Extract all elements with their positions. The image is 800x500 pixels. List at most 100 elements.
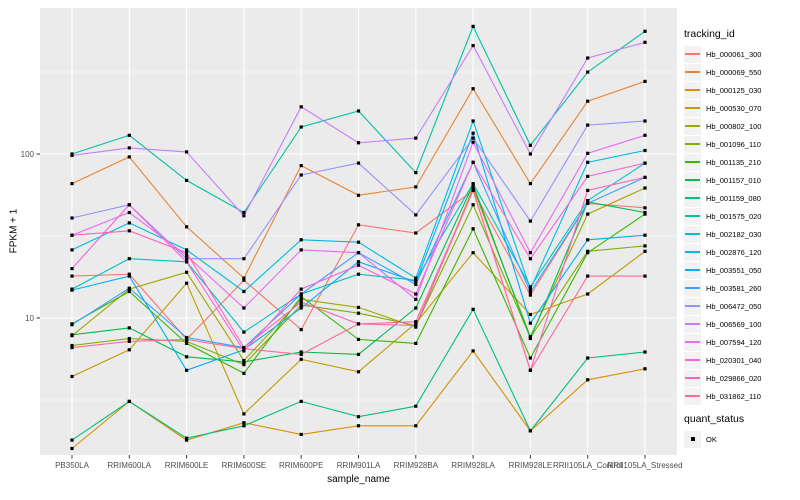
legend-key	[684, 171, 701, 189]
data-point	[414, 231, 418, 235]
data-point	[127, 286, 131, 290]
data-point	[528, 336, 532, 341]
legend-key	[684, 351, 701, 369]
data-point	[299, 105, 303, 109]
x-tick-label: RRIM901LA	[337, 461, 381, 470]
data-point	[414, 306, 418, 310]
data-point	[185, 355, 189, 359]
legend-item: Hb_001575_020	[684, 207, 798, 225]
data-point	[643, 161, 647, 165]
legend-item: Hb_000061_300	[684, 45, 798, 63]
legend-swatch-line	[685, 107, 700, 109]
data-point	[299, 357, 303, 361]
data-point	[242, 360, 246, 364]
data-point	[356, 337, 361, 341]
legend-key	[684, 261, 701, 279]
data-point	[127, 229, 131, 233]
data-point	[185, 260, 189, 264]
legend-item-label: Hb_000530_070	[706, 103, 762, 113]
legend-item-label: Hb_003551_050	[706, 265, 762, 275]
data-point	[127, 272, 131, 276]
legend-swatch-line	[685, 251, 700, 253]
data-point	[471, 119, 475, 123]
data-point	[70, 343, 74, 348]
legend-item-label: Hb_007594_120	[706, 337, 762, 347]
legend-status-item: OK	[684, 430, 798, 448]
data-point	[185, 337, 189, 341]
data-point	[528, 219, 532, 223]
data-point	[471, 349, 475, 353]
legend-item-label: Hb_000061_300	[706, 49, 762, 59]
data-point	[643, 249, 647, 253]
data-point	[356, 109, 361, 113]
data-point	[356, 415, 361, 419]
legend-item: Hb_000530_070	[684, 99, 798, 117]
legend-item: Hb_003551_050	[684, 261, 798, 279]
data-point	[242, 412, 246, 416]
data-point	[127, 146, 131, 150]
legend-swatch-line	[685, 233, 700, 235]
legend-item: Hb_006569_100	[684, 315, 798, 333]
legend-item-label: Hb_029866_020	[706, 373, 762, 383]
legend-item: Hb_020301_040	[684, 351, 798, 369]
data-point	[185, 281, 189, 285]
data-point	[528, 356, 532, 360]
square-marker-icon	[690, 437, 695, 441]
data-point	[528, 293, 532, 297]
data-point	[242, 347, 246, 351]
data-point	[356, 424, 361, 428]
legend-item-label: Hb_000802_100	[706, 121, 762, 131]
data-point	[643, 350, 647, 354]
data-point	[70, 248, 74, 252]
legend-title-tracking-id: tracking_id	[684, 28, 735, 40]
data-point	[471, 140, 475, 144]
data-point	[242, 421, 246, 425]
legend-swatch-line	[685, 305, 700, 307]
legend-item: Hb_000125_030	[684, 81, 798, 99]
data-point	[356, 272, 361, 276]
legend-swatch-line	[685, 179, 700, 181]
data-point	[70, 438, 74, 442]
data-point	[471, 188, 475, 192]
data-point	[586, 238, 590, 242]
data-point	[586, 292, 590, 296]
data-point	[356, 193, 361, 197]
data-point	[356, 260, 361, 264]
data-point	[643, 29, 647, 33]
data-point	[414, 136, 418, 140]
legend-swatch-line	[685, 377, 700, 379]
legend-swatch-line	[685, 269, 700, 271]
data-point	[528, 312, 532, 317]
legend-swatch-line	[685, 53, 700, 55]
legend-swatch-line	[685, 71, 700, 73]
data-point	[586, 99, 590, 103]
legend-item-label: Hb_006569_100	[706, 319, 762, 329]
data-point	[242, 257, 246, 261]
data-point	[127, 221, 131, 225]
legend-key	[684, 225, 701, 243]
data-point	[127, 339, 131, 343]
legend-key	[684, 430, 701, 448]
legend-item: Hb_029866_020	[684, 369, 798, 387]
data-point	[414, 185, 418, 189]
data-point	[70, 274, 74, 278]
data-point	[643, 186, 647, 190]
data-point	[414, 341, 418, 345]
x-tick-label: RRIM600LE	[165, 461, 209, 470]
data-point	[414, 292, 418, 296]
data-point	[299, 432, 303, 436]
data-point	[356, 305, 361, 309]
data-point	[299, 303, 303, 307]
data-point	[414, 282, 418, 287]
data-point	[356, 370, 361, 374]
legend-item: Hb_000802_100	[684, 117, 798, 135]
legend-item-label: Hb_001096_110	[706, 139, 761, 149]
data-point	[299, 248, 303, 252]
data-point	[586, 123, 590, 127]
legend-item-label: Hb_002182_030	[706, 229, 762, 239]
legend-status-list: OK	[684, 430, 798, 448]
data-point	[185, 270, 189, 274]
data-point	[70, 153, 74, 157]
data-point	[414, 320, 418, 324]
